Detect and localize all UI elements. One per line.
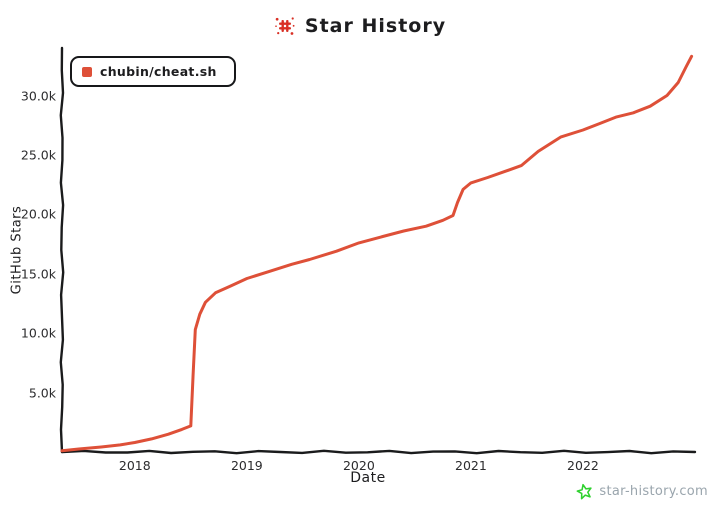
- y-tick-label: 5.0k: [28, 385, 56, 401]
- y-tick-label: 30.0k: [20, 88, 56, 104]
- x-tick-label: 2020: [342, 458, 375, 473]
- watermark-link[interactable]: star-history.com: [576, 483, 708, 500]
- chart-title-bar: Star History: [0, 12, 720, 40]
- x-tick-label: 2019: [230, 458, 263, 473]
- legend: chubin/cheat.sh: [70, 56, 236, 87]
- y-tick-label: 20.0k: [20, 206, 56, 222]
- y-axis-title: GitHub Stars: [9, 205, 25, 295]
- x-tick-label: 2022: [567, 458, 599, 473]
- firework-icon: [274, 15, 296, 37]
- legend-swatch: [82, 66, 92, 77]
- star-icon: [576, 483, 593, 500]
- x-tick-label: 2018: [118, 458, 151, 473]
- page-title: Star History: [304, 15, 447, 37]
- y-tick-label: 10.0k: [20, 325, 56, 341]
- y-axis-line: [59, 46, 65, 454]
- x-axis-title: Date: [350, 470, 386, 486]
- y-tick-label: 25.0k: [20, 147, 56, 163]
- series-line-chubin-cheat-sh: [60, 54, 694, 453]
- watermark-text: star-history.com: [599, 484, 708, 499]
- x-tick-label: 2021: [455, 458, 487, 473]
- legend-label: chubin/cheat.sh: [100, 64, 217, 79]
- y-tick-label: 15.0k: [20, 266, 56, 282]
- x-axis-line: [60, 449, 697, 455]
